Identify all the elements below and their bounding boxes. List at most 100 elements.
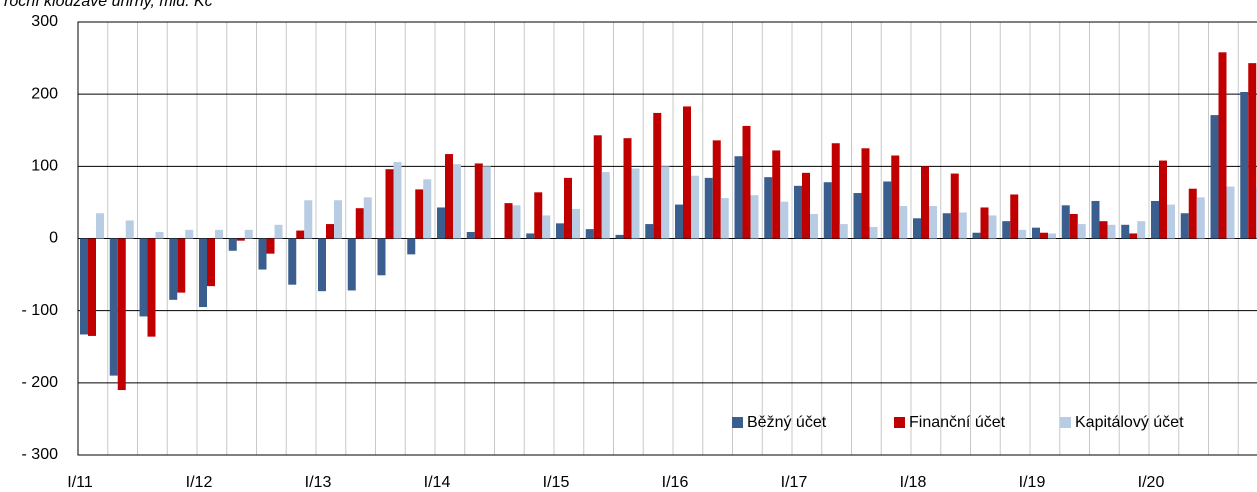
bar [1069, 213, 1078, 239]
bar [794, 185, 802, 239]
bar [1218, 52, 1227, 239]
bar [623, 138, 632, 239]
legend-label: Běžný účet [747, 414, 827, 431]
x-tick-label: I/20 [1138, 474, 1165, 491]
bar [772, 150, 781, 239]
bar [80, 238, 88, 335]
y-tick-label: - 200 [22, 374, 59, 391]
bar [645, 224, 654, 239]
y-tick-label: 100 [31, 158, 58, 175]
legend-label: Kapitálový účet [1075, 414, 1184, 431]
bar [117, 238, 126, 391]
x-tick-label: I/11 [67, 474, 93, 491]
bar [393, 162, 402, 239]
bar [1107, 224, 1116, 239]
bar [355, 208, 364, 239]
bar [913, 218, 921, 239]
bar [228, 238, 237, 251]
bar [950, 173, 959, 239]
bar [764, 177, 773, 239]
bar [988, 215, 997, 239]
bar [377, 238, 386, 276]
legend-label: Finanční účet [909, 414, 1006, 431]
bar [199, 238, 207, 308]
bar [155, 232, 164, 239]
bar [169, 238, 178, 300]
bar [704, 177, 713, 239]
bar [1137, 221, 1146, 239]
bar [407, 238, 416, 255]
bar [899, 206, 908, 239]
y-tick-label: 300 [31, 13, 58, 30]
bar [534, 192, 543, 239]
bar [385, 169, 394, 239]
bar [1159, 160, 1167, 239]
bar [288, 238, 297, 285]
bar [661, 166, 670, 239]
bar [453, 164, 461, 239]
bar [712, 140, 721, 239]
bar [810, 213, 818, 239]
bar [1032, 227, 1040, 239]
bar [691, 175, 699, 239]
bar [423, 179, 432, 239]
bar [631, 168, 640, 239]
bar [504, 203, 513, 239]
bar [1226, 186, 1235, 239]
bar [1048, 233, 1056, 239]
y-tick-label: - 300 [22, 446, 59, 463]
bar [1040, 232, 1048, 239]
x-tick-label: I/19 [1019, 474, 1046, 491]
bar [512, 205, 521, 239]
bar [593, 135, 602, 239]
bar [1196, 197, 1205, 239]
x-tick-label: I/18 [900, 474, 927, 491]
bar [207, 238, 215, 287]
bar [869, 226, 878, 239]
bar [734, 156, 743, 239]
bar [526, 233, 535, 239]
bar [921, 166, 929, 239]
bar [236, 238, 245, 241]
bar [853, 193, 862, 239]
bar [980, 207, 989, 239]
bar [474, 163, 483, 239]
bar [839, 224, 848, 239]
bar [415, 189, 424, 239]
plot-frame [77, 21, 1257, 456]
chart-title: roční klouzavé úhrny, mld. Kč [4, 0, 213, 10]
bar [720, 198, 729, 239]
bar [466, 232, 475, 239]
bar [258, 238, 267, 270]
bar [139, 238, 148, 317]
bar [318, 238, 326, 292]
bar [615, 234, 624, 239]
legend-swatch [732, 417, 743, 428]
bar [958, 212, 967, 239]
bar [675, 204, 683, 239]
bar [177, 238, 186, 293]
bar [296, 230, 305, 239]
y-tick-label: - 100 [22, 302, 59, 319]
bar [304, 200, 313, 239]
bar [883, 181, 892, 239]
bar [1061, 205, 1070, 239]
bar [1240, 92, 1249, 239]
bar [1099, 221, 1108, 239]
bar [802, 172, 810, 239]
bar [147, 238, 156, 337]
bar [683, 106, 691, 239]
bar [1188, 188, 1197, 239]
bar [326, 224, 334, 239]
x-tick-label: I/16 [662, 474, 689, 491]
bar [929, 206, 937, 239]
y-tick-label: 200 [31, 85, 58, 102]
bar [1151, 200, 1159, 239]
bar [334, 200, 342, 239]
x-tick-label: I/12 [186, 474, 213, 491]
bar [1129, 233, 1138, 239]
bar [750, 195, 759, 239]
bar [1002, 221, 1011, 239]
